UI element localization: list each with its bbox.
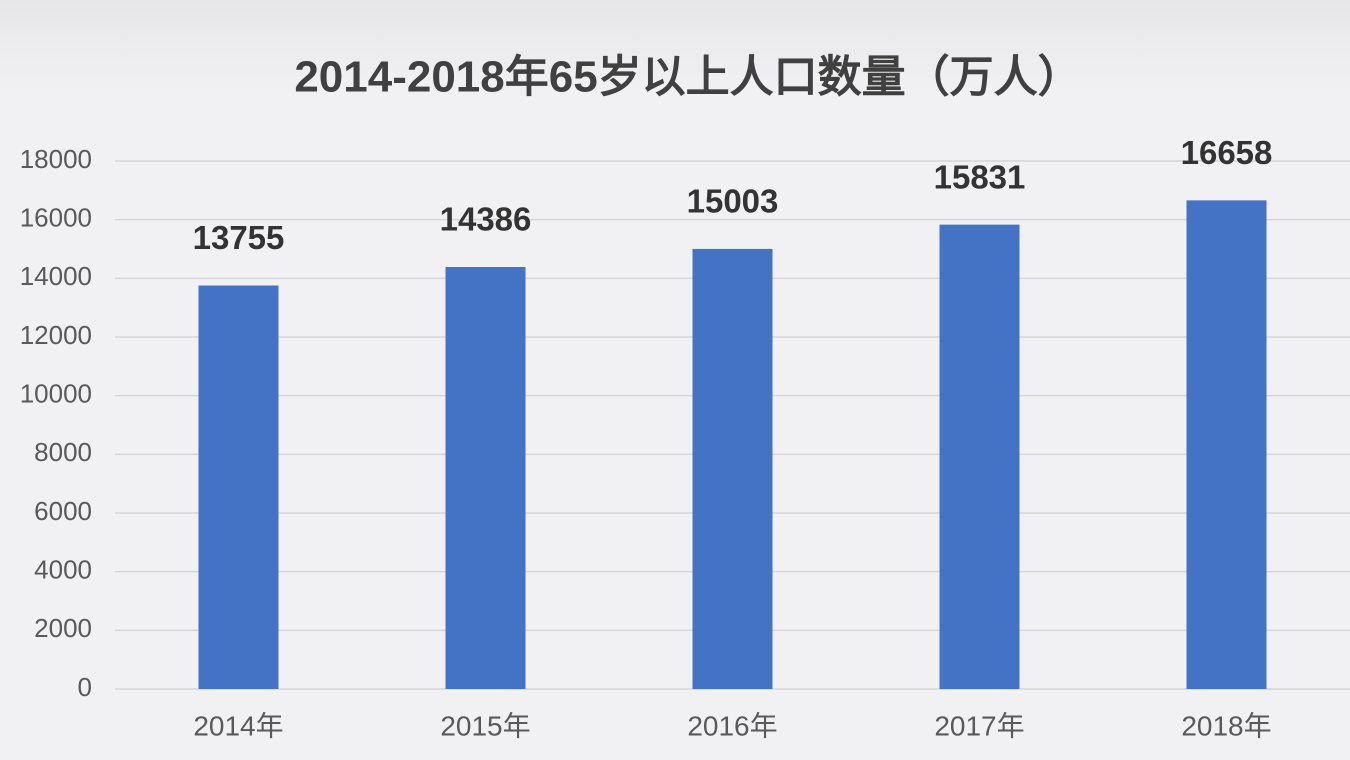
bar bbox=[939, 224, 1020, 689]
y-tick-label: 0 bbox=[78, 672, 92, 702]
x-tick-label: 2018年 bbox=[1181, 710, 1271, 741]
y-tick-label: 18000 bbox=[20, 144, 92, 174]
bar bbox=[198, 285, 279, 689]
y-tick-label: 16000 bbox=[20, 203, 92, 233]
y-tick-label: 10000 bbox=[20, 379, 92, 409]
y-tick-label: 12000 bbox=[20, 320, 92, 350]
bar bbox=[1186, 200, 1267, 689]
data-label: 15831 bbox=[934, 158, 1026, 195]
x-tick-label: 2017年 bbox=[934, 710, 1024, 741]
data-label: 14386 bbox=[440, 201, 532, 238]
x-tick-label: 2015年 bbox=[440, 710, 530, 741]
data-label: 15003 bbox=[687, 183, 779, 220]
bar bbox=[445, 267, 526, 689]
x-tick-label: 2016年 bbox=[687, 710, 777, 741]
y-tick-label: 8000 bbox=[34, 437, 92, 467]
y-tick-label: 14000 bbox=[20, 261, 92, 291]
bar bbox=[692, 248, 773, 690]
chart-title: 2014-2018年65岁以上人口数量（万人） bbox=[294, 53, 1081, 102]
y-tick-label: 6000 bbox=[34, 496, 92, 526]
y-tick-label: 4000 bbox=[34, 555, 92, 585]
y-tick-label: 2000 bbox=[34, 613, 92, 643]
data-label: 16658 bbox=[1181, 134, 1273, 171]
x-tick-label: 2014年 bbox=[193, 710, 283, 741]
data-label: 13755 bbox=[193, 219, 285, 256]
